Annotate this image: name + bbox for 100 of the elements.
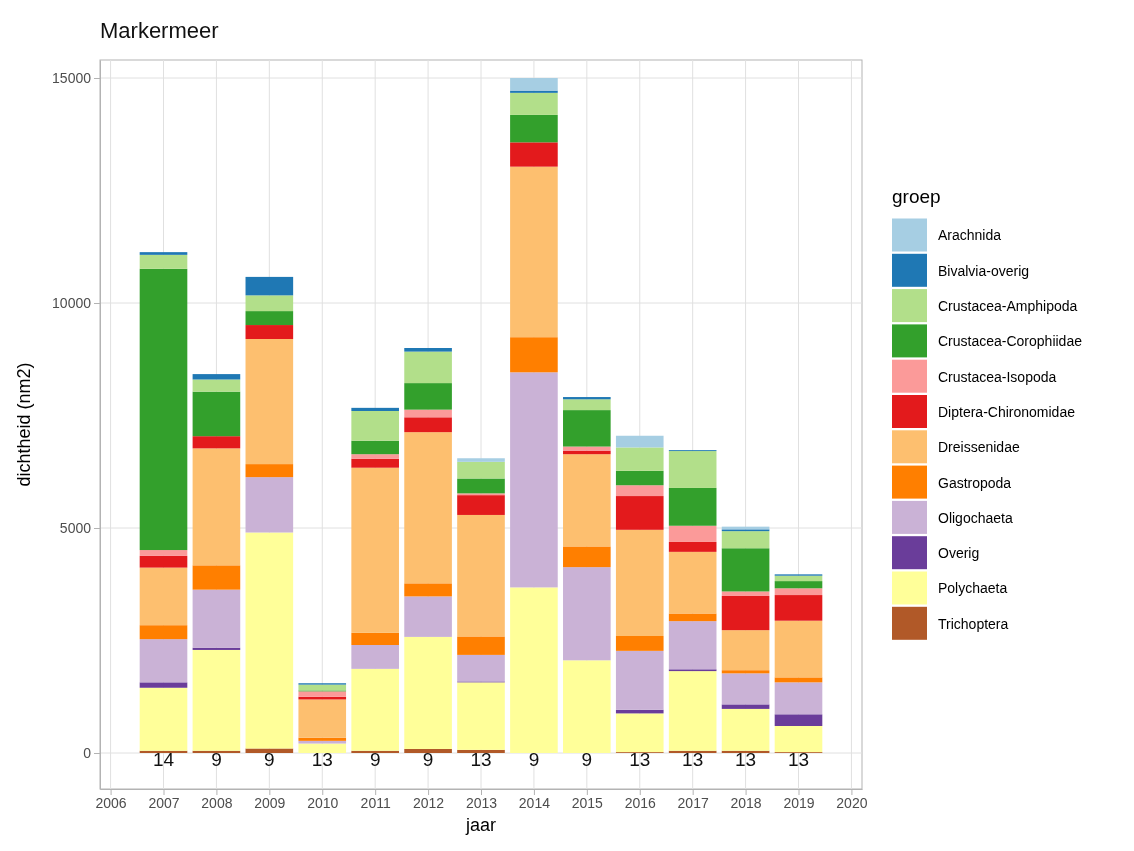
bar (298, 743, 347, 753)
bar (668, 525, 717, 542)
bar (457, 749, 505, 753)
bar (510, 166, 558, 338)
bar (139, 567, 188, 626)
bar (615, 636, 664, 651)
bar (774, 595, 823, 621)
legend-label: Crustacea-Amphipoda (938, 298, 1078, 314)
bar (668, 551, 717, 614)
bar (404, 351, 452, 384)
bar (774, 620, 823, 678)
bar (192, 565, 241, 590)
bar (192, 374, 241, 380)
chart-title: Markermeer (100, 18, 219, 43)
bar (192, 448, 241, 566)
bar (192, 391, 241, 437)
bar (721, 630, 770, 671)
y-tick-label: 0 (83, 744, 92, 761)
bar (615, 650, 664, 710)
bar (563, 567, 611, 661)
bar (510, 587, 558, 753)
bar (510, 78, 558, 91)
bar (457, 495, 505, 515)
y-axis-title: dichtheid (nm2) (14, 362, 34, 487)
bar (510, 114, 558, 143)
bar (245, 532, 294, 749)
bar (192, 649, 241, 751)
bar (351, 458, 399, 468)
bar (563, 660, 611, 753)
x-tick-label: 2012 (413, 794, 445, 811)
bar (615, 470, 664, 486)
x-tick-label: 2007 (148, 794, 180, 811)
legend-label: Polychaeta (938, 580, 1008, 597)
bar (457, 514, 505, 637)
bar (563, 454, 611, 547)
annotation: 9 (211, 748, 222, 770)
bar (615, 447, 664, 471)
bar (563, 397, 611, 400)
bar (139, 254, 188, 269)
bar (615, 529, 664, 636)
x-tick-label: 2020 (836, 794, 868, 811)
bar (563, 446, 611, 451)
bar (774, 575, 823, 582)
bar (457, 478, 505, 494)
bar (245, 295, 294, 312)
x-tick-label: 2010 (307, 794, 339, 811)
bar (404, 348, 452, 352)
bar (245, 477, 294, 533)
y-tick-label: 10000 (52, 294, 92, 311)
x-tick-label: 2008 (201, 794, 233, 811)
annotation: 13 (311, 748, 333, 770)
bar (404, 409, 452, 418)
annotation: 9 (528, 748, 540, 770)
bar (139, 550, 188, 556)
legend-label: Overig (938, 545, 980, 562)
bar (298, 699, 347, 738)
x-tick-label: 2014 (518, 794, 551, 811)
bar (615, 713, 664, 753)
annotation: 9 (369, 748, 381, 770)
annotation: 13 (470, 748, 492, 770)
bar (351, 750, 399, 753)
bar (351, 454, 399, 459)
legend-label: Bivalvia-overig (938, 262, 1030, 279)
bar (510, 92, 558, 115)
bar (615, 485, 664, 497)
bar (192, 436, 241, 449)
bar (721, 531, 770, 549)
annotation: 14 (152, 748, 175, 770)
x-axis-title: jaar (464, 815, 497, 835)
bar (404, 417, 452, 433)
bar (457, 458, 505, 462)
bar (721, 704, 770, 709)
bar (404, 583, 452, 597)
x-tick-label: 2006 (95, 794, 127, 811)
bar (721, 591, 770, 596)
bar (404, 383, 452, 410)
bar (510, 372, 558, 588)
bar (192, 589, 241, 648)
annotation: 13 (682, 748, 704, 770)
legend-label: Trichoptera (938, 615, 1009, 632)
bar (245, 311, 294, 326)
legend-label: Crustacea-Corophiidae (938, 333, 1083, 350)
x-tick-label: 2018 (730, 794, 762, 811)
legend-label: Arachnida (938, 227, 1002, 244)
legend-title: groep (892, 185, 941, 207)
bar (404, 432, 452, 584)
x-tick-label: 2019 (783, 794, 815, 811)
bar (615, 496, 664, 530)
bar (615, 435, 664, 448)
x-tick-label: 2015 (571, 794, 604, 811)
x-tick-label: 2009 (254, 794, 286, 811)
y-tick-label: 5000 (59, 519, 92, 536)
bar (139, 625, 188, 640)
bar (351, 411, 399, 441)
y-tick-label: 15000 (52, 69, 92, 86)
bar (404, 748, 452, 753)
bar (245, 325, 294, 339)
bar (774, 682, 823, 715)
bar (245, 276, 294, 296)
bar (774, 726, 823, 753)
